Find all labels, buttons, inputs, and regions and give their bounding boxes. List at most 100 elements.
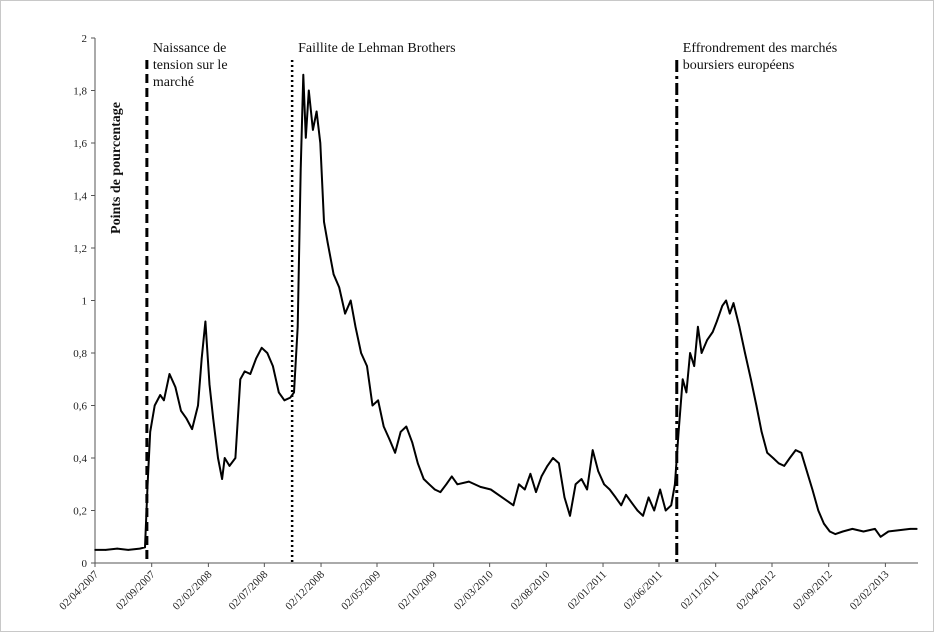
data-point	[360, 352, 362, 354]
y-tick-label: 1,8	[73, 86, 87, 98]
data-point	[887, 530, 890, 533]
data-point	[278, 391, 280, 394]
data-point	[777, 462, 780, 465]
data-point	[642, 515, 644, 517]
data-point	[338, 286, 341, 289]
y-tick-label: 0,6	[73, 401, 87, 413]
data-point	[783, 465, 785, 467]
data-point	[659, 488, 661, 491]
event-annotation: Faillite de Lehman Brothers	[298, 41, 455, 56]
y-tick-label: 1	[82, 296, 88, 308]
data-point	[674, 483, 676, 486]
data-point	[144, 546, 146, 549]
data-point	[789, 457, 791, 459]
data-point	[664, 509, 667, 512]
y-tick-label: 0,8	[73, 348, 87, 360]
data-point	[647, 496, 650, 499]
data-point	[221, 478, 223, 480]
data-point	[817, 509, 820, 512]
data-point	[377, 399, 379, 402]
data-point	[716, 320, 718, 323]
data-point	[302, 74, 305, 76]
data-point	[625, 494, 627, 496]
data-point	[116, 547, 118, 550]
data-point	[636, 509, 639, 512]
data-point	[862, 530, 865, 533]
data-point	[139, 547, 141, 550]
data-point	[744, 352, 746, 354]
data-point	[569, 515, 571, 517]
data-point	[755, 404, 758, 407]
data-point	[518, 483, 520, 486]
data-point	[208, 383, 211, 386]
data-point	[529, 473, 532, 475]
data-point	[711, 331, 714, 333]
data-point	[296, 326, 299, 328]
data-point	[772, 457, 774, 459]
data-point	[127, 549, 130, 551]
data-point	[608, 488, 611, 491]
event-annotation: Effrondrement des marchés	[683, 41, 837, 56]
data-point	[552, 457, 554, 459]
data-point	[456, 483, 459, 486]
data-point	[479, 486, 482, 488]
data-point	[312, 129, 314, 131]
data-point	[439, 491, 442, 493]
data-point	[153, 404, 156, 407]
data-point	[729, 312, 731, 315]
data-point	[308, 89, 310, 92]
y-tick-label: 1,2	[73, 243, 87, 255]
data-point	[266, 352, 269, 354]
data-point	[185, 417, 188, 420]
data-point	[305, 137, 307, 139]
data-point	[916, 528, 918, 530]
data-point	[501, 496, 504, 499]
data-point	[163, 399, 165, 402]
data-point	[823, 522, 825, 525]
data-point	[760, 431, 763, 433]
data-point	[197, 404, 199, 407]
data-point	[685, 391, 688, 394]
data-point	[834, 533, 837, 535]
data-point	[620, 504, 622, 507]
y-axis-ticks: 0 0,2 0,4 0,6 0,8 1 1,2 1,4 1,6 1,8 2	[73, 33, 95, 570]
y-axis-label: Points de pourcentage	[109, 102, 124, 234]
data-point	[349, 299, 352, 302]
data-point	[693, 365, 695, 367]
data-point	[586, 488, 588, 491]
data-point	[243, 370, 246, 373]
data-point	[490, 488, 492, 491]
data-point	[851, 528, 854, 530]
data-point	[394, 452, 396, 454]
event-lines: Naissance de tension sur le marché Faillite…	[145, 41, 837, 563]
data-point	[800, 452, 803, 454]
data-point	[223, 457, 226, 459]
data-point	[366, 365, 368, 367]
data-point	[842, 530, 844, 533]
data-point	[204, 320, 207, 323]
data-point	[371, 404, 374, 407]
data-point	[191, 428, 193, 430]
data-point	[149, 431, 151, 433]
data-point	[260, 347, 263, 349]
data-point	[388, 438, 391, 441]
data-point	[574, 483, 577, 486]
data-point	[212, 417, 214, 420]
data-point	[434, 488, 436, 491]
data-point	[200, 357, 203, 360]
data-point	[217, 457, 219, 459]
y-tick-label: 0	[82, 558, 88, 570]
y-tick-label: 1,4	[73, 191, 87, 203]
data-point	[681, 378, 684, 381]
data-point	[234, 457, 237, 459]
data-point	[249, 373, 252, 375]
data-point	[323, 221, 325, 223]
series	[94, 73, 918, 551]
data-point	[272, 365, 274, 367]
data-point	[299, 168, 302, 171]
data-point	[603, 483, 605, 486]
data-point	[750, 378, 752, 381]
data-point	[721, 305, 724, 307]
data-point	[417, 462, 419, 465]
